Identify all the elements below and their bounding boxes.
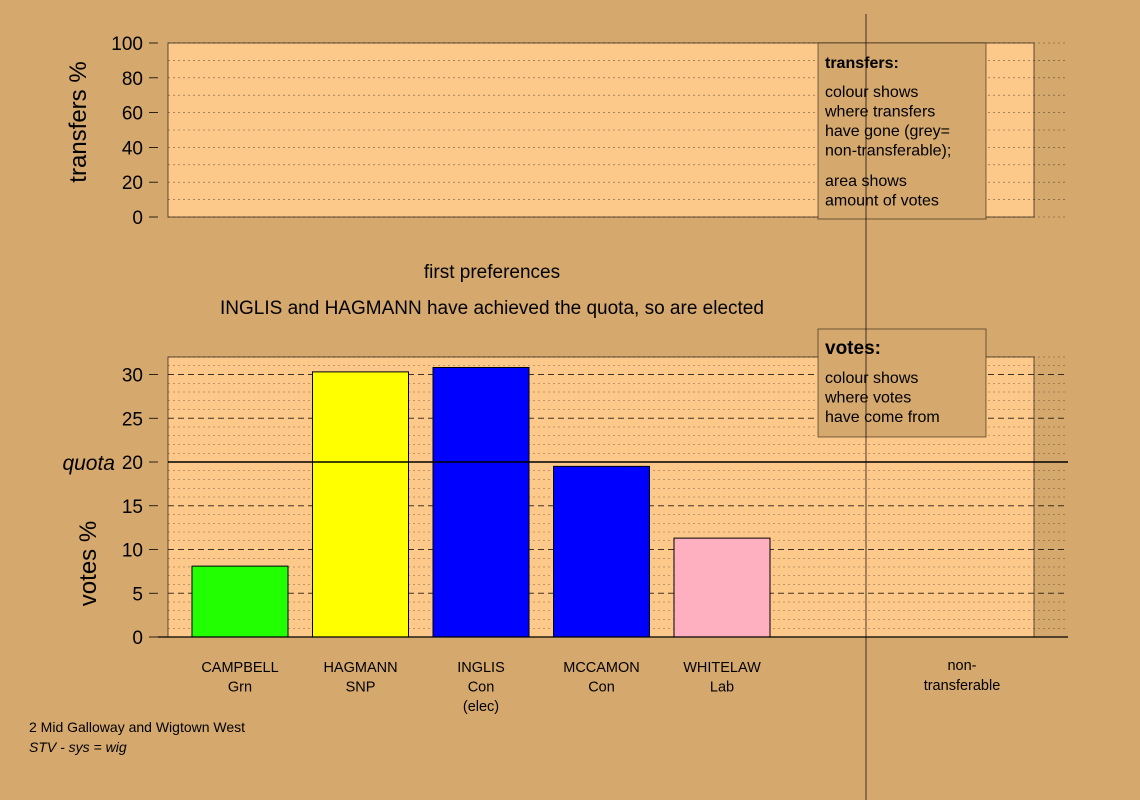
bar-whitelaw [673,537,771,638]
votes-legend-line: where votes [824,390,911,407]
candidate-label-mccamon: Con [588,680,615,696]
candidate-label-hagmann: HAGMANN [323,660,397,676]
stage-title: first preferences [424,262,560,283]
transfers-y-tick-label: 20 [122,173,143,194]
candidate-label-hagmann: SNP [346,680,376,696]
nontransferable-label: non-transferable [924,658,1001,694]
transfers-legend-line: colour shows [825,84,918,101]
votes-legend-line: colour shows [825,370,918,387]
nontransferable-label-line: non- [947,658,976,674]
transfers-legend-box [817,42,987,220]
bar-campbell [191,565,289,638]
votes-legend-line: have come from [825,409,940,426]
votes-y-tick-label: 15 [122,497,143,518]
candidate-label-mccamon: MCCAMON [563,660,640,676]
bar-hagmann [312,371,409,638]
quota-label: quota [62,452,115,475]
votes-y-ticks: 0 5 10 15 20 25 30 [122,366,158,649]
transfers-legend-line: where transfers [824,104,935,121]
transfers-legend-text: colour shows where transfers have gone (gr… [824,84,951,210]
transfers-legend: transfers: colour shows where transfers ha… [817,42,987,220]
votes-legend-text: colour shows where votes have come from [824,370,940,426]
transfers-y-tick-label: 0 [132,208,143,229]
stage-message: INGLIS and HAGMANN have achieved the quo… [220,298,764,319]
candidate-label-inglis: Con [468,680,495,696]
votes-bars [158,367,1068,638]
votes-y-tick-label: 30 [122,366,143,387]
votes-legend-heading: votes: [825,338,881,359]
transfers-y-tick-label: 80 [122,69,143,90]
bar-inglis [432,367,530,638]
footer-constituency: 2 Mid Galloway and Wigtown West [29,719,245,735]
votes-y-tick-label: 10 [122,541,143,562]
transfers-legend-line: have gone (grey= [825,123,950,140]
candidate-label-campbell: Grn [228,680,252,696]
votes-legend-box [817,328,987,438]
transfers-y-tick-label: 100 [111,34,143,55]
transfers-y-tick-label: 60 [122,104,143,125]
transfers-legend-line: amount of votes [825,193,939,210]
transfers-y-ticks: 0 20 40 60 80 100 [111,34,158,229]
footer-system: STV - sys = wig [29,739,127,755]
candidate-label-whitelaw: Lab [710,680,734,696]
votes-y-tick-label: 20 [122,453,143,474]
transfers-legend-heading: transfers: [825,55,899,72]
votes-y-axis-label: votes % [75,521,102,606]
candidate-label-inglis: (elec) [463,699,499,715]
bar-mccamon [553,465,650,638]
votes-y-tick-label: 5 [132,584,143,605]
transfers-legend-line: non-transferable); [825,143,951,160]
votes-y-tick-label: 0 [132,628,143,649]
candidate-label-campbell: CAMPBELL [201,660,278,676]
transfers-y-tick-label: 40 [122,138,143,159]
votes-legend: votes: colour shows where votes have come … [817,328,987,438]
candidate-labels: CAMPBELL Grn HAGMANN SNP INGLIS Con (elec) MCCA… [201,660,761,715]
transfers-y-axis-label: transfers % [65,61,92,182]
nontransferable-label-line: transferable [924,678,1001,694]
votes-y-tick-label: 25 [122,409,143,430]
candidate-label-inglis: INGLIS [457,660,505,676]
candidate-label-whitelaw: WHITELAW [683,660,761,676]
